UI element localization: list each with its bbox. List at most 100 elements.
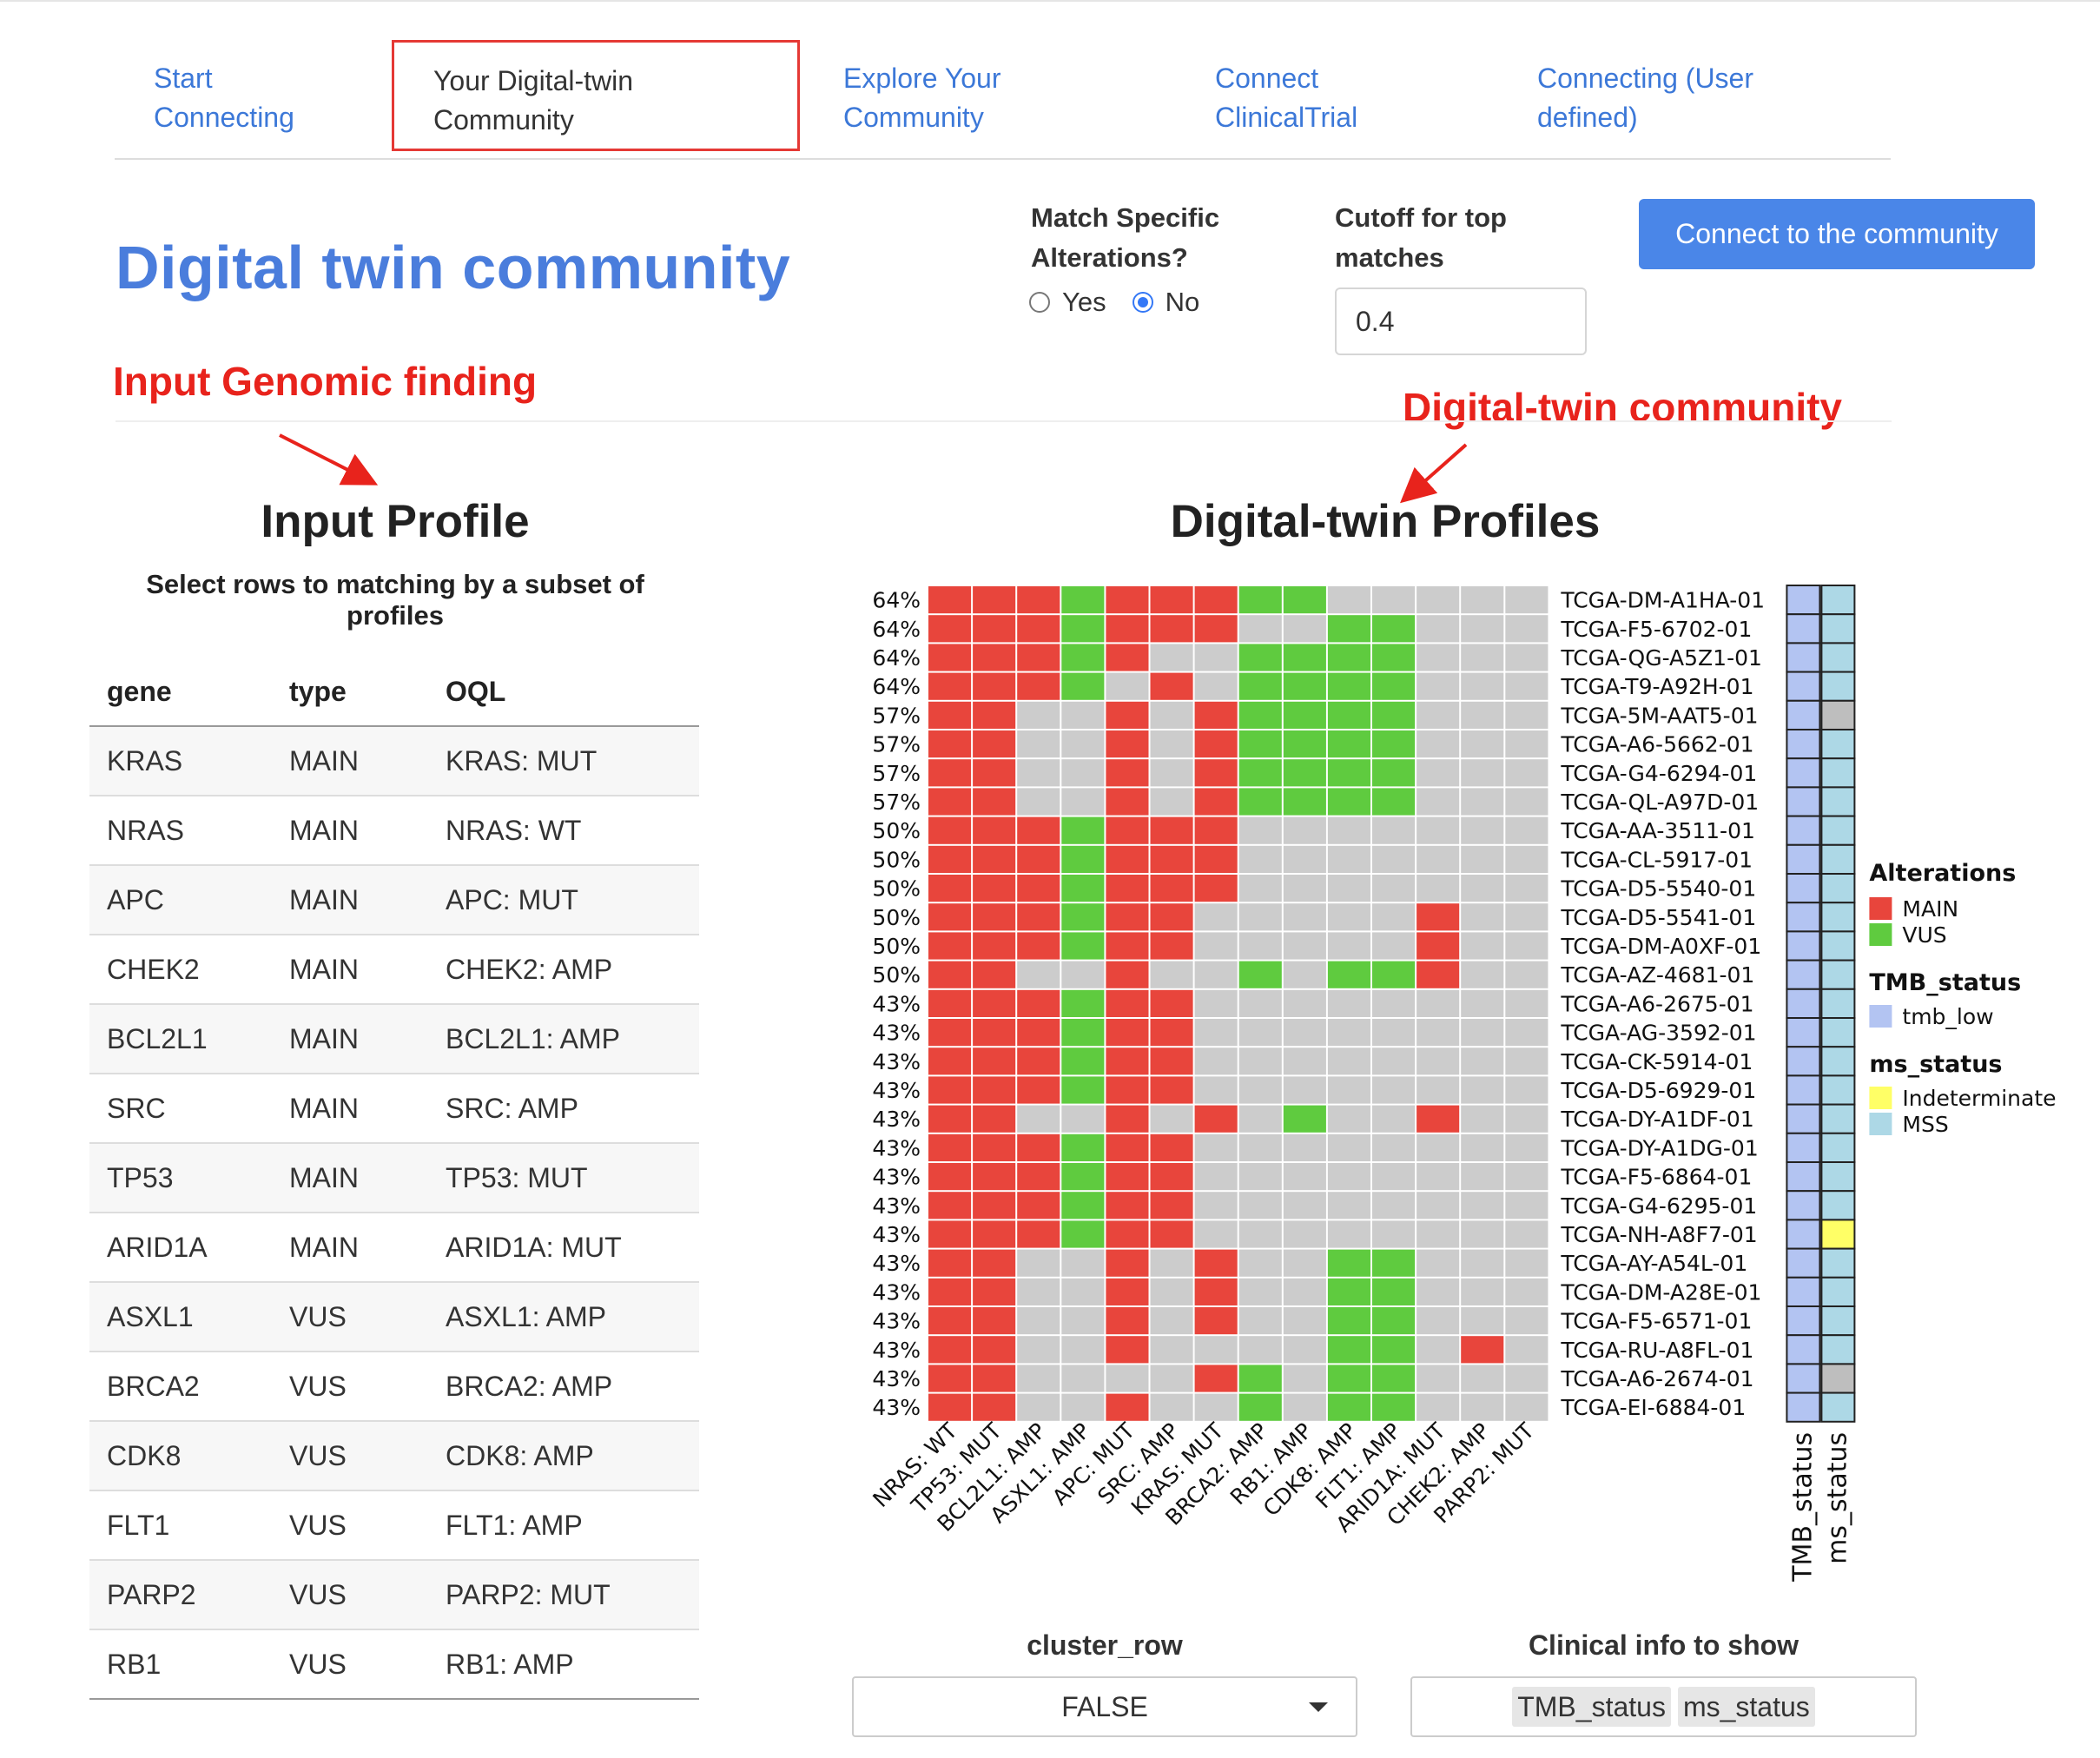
cutoff-input[interactable]: 0.4	[1335, 287, 1587, 355]
heatmap-cell	[1061, 1307, 1105, 1335]
table-row[interactable]: SRC MAIN SRC: AMP	[89, 1074, 699, 1144]
heatmap-cell	[1194, 1076, 1238, 1104]
heatmap-cell	[1417, 1336, 1460, 1364]
heatmap-cell	[1461, 816, 1504, 844]
heatmap-cell	[1283, 644, 1326, 671]
table-row[interactable]: ARID1A MAIN ARID1A: MUT	[89, 1213, 699, 1283]
heatmap-cell	[1327, 1192, 1370, 1219]
heatmap-cell	[1283, 845, 1326, 873]
heatmap-cell	[1505, 672, 1549, 700]
sample-id-label: TCGA-5M-AAT5-01	[1560, 703, 1758, 728]
table-row[interactable]: BRCA2 VUS BRCA2: AMP	[89, 1352, 699, 1422]
heatmap-cell	[973, 1220, 1016, 1248]
heatmap-cell	[1061, 788, 1105, 816]
cell-gene: BRCA2	[89, 1352, 272, 1422]
heatmap-cell	[1106, 1307, 1149, 1335]
tab-connecting-user-defined[interactable]: Connecting (User defined)	[1498, 40, 1793, 155]
tmb-status-cell	[1786, 699, 1821, 731]
chip-tmb-status[interactable]: TMB_status	[1512, 1687, 1671, 1727]
heatmap-cell	[928, 759, 972, 787]
chip-ms-status[interactable]: ms_status	[1677, 1687, 1815, 1727]
match-percent-label: 43%	[872, 1078, 921, 1103]
heatmap-cell	[1061, 875, 1105, 902]
heatmap-cell	[1283, 932, 1326, 960]
ms-status-cell	[1820, 1074, 1856, 1106]
heatmap-cell	[1238, 1133, 1282, 1161]
ms-status-cell	[1820, 988, 1856, 1019]
heatmap-cell	[1106, 701, 1149, 729]
legend-main-label: MAIN	[1902, 896, 1958, 922]
heatmap-cell	[1461, 672, 1504, 700]
table-row[interactable]: KRAS MAIN KRAS: MUT	[89, 726, 699, 796]
table-row[interactable]: RB1 VUS RB1: AMP	[89, 1629, 699, 1700]
table-row[interactable]: ASXL1 VUS ASXL1: AMP	[89, 1282, 699, 1352]
heatmap-cell	[973, 875, 1016, 902]
table-row[interactable]: NRAS MAIN NRAS: WT	[89, 796, 699, 866]
clinical-info-select[interactable]: TMB_status ms_status	[1410, 1676, 1917, 1737]
heatmap-cell	[1461, 1365, 1504, 1392]
heatmap-cell	[1238, 1105, 1282, 1133]
sample-id-label: TCGA-D5-5540-01	[1560, 876, 1756, 902]
tab-start-connecting[interactable]: Start Connecting	[115, 40, 333, 155]
heatmap-cell	[1461, 1048, 1504, 1075]
table-row[interactable]: PARP2 VUS PARP2: MUT	[89, 1560, 699, 1630]
radio-no-circle[interactable]	[1132, 292, 1153, 313]
tmb-status-cell	[1786, 959, 1821, 990]
tab-label-line1: Connect	[1215, 63, 1319, 94]
heatmap-cell	[1283, 875, 1326, 902]
cell-gene: BCL2L1	[89, 1004, 272, 1074]
heatmap-cell	[973, 1048, 1016, 1075]
input-profile-title: Input Profile	[261, 496, 530, 547]
heatmap-cell	[928, 1307, 972, 1335]
cluster-row-value: FALSE	[1061, 1691, 1148, 1722]
cluster-row-select[interactable]: FALSE	[852, 1676, 1357, 1737]
heatmap-cell	[1150, 1163, 1193, 1191]
cutoff-label: Cutoff for top matches	[1335, 198, 1507, 278]
table-row[interactable]: CHEK2 MAIN CHEK2: AMP	[89, 935, 699, 1005]
heatmap-cell	[1327, 961, 1370, 988]
heatmap-cell	[1150, 788, 1193, 816]
heatmap-cell	[1194, 1048, 1238, 1075]
heatmap-cell	[1461, 1278, 1504, 1305]
radio-no[interactable]: No	[1132, 287, 1199, 318]
tmb-status-cell	[1786, 1334, 1821, 1365]
heatmap-cell	[1505, 644, 1549, 671]
radio-yes[interactable]: Yes	[1029, 287, 1106, 318]
tab-digital-twin-community[interactable]: Your Digital-twin Community	[392, 40, 800, 151]
heatmap-cell	[1061, 759, 1105, 787]
heatmap-cell	[1372, 672, 1416, 700]
heatmap-cell	[1238, 788, 1282, 816]
ms-status-cell	[1820, 1132, 1856, 1163]
table-row[interactable]: FLT1 VUS FLT1: AMP	[89, 1490, 699, 1561]
sample-id-label: TCGA-DM-A1HA-01	[1560, 588, 1765, 613]
table-row[interactable]: TP53 MAIN TP53: MUT	[89, 1143, 699, 1213]
ms-status-cell	[1820, 873, 1856, 904]
connect-community-button[interactable]: Connect to the community	[1639, 199, 2035, 269]
table-row[interactable]: BCL2L1 MAIN BCL2L1: AMP	[89, 1004, 699, 1074]
heatmap-cell	[973, 903, 1016, 931]
heatmap-cell	[1150, 1278, 1193, 1305]
table-row[interactable]: APC MAIN APC: MUT	[89, 865, 699, 935]
tab-explore-community[interactable]: Explore Your Community	[804, 40, 1040, 155]
heatmap-cell	[1372, 1220, 1416, 1248]
tab-connect-clinicaltrial[interactable]: Connect ClinicalTrial	[1176, 40, 1397, 155]
heatmap-cell	[1327, 1393, 1370, 1421]
radio-yes-circle[interactable]	[1029, 292, 1050, 313]
heatmap-cell	[1017, 759, 1060, 787]
heatmap-cell	[1327, 615, 1370, 643]
heatmap-cell	[1061, 1336, 1105, 1364]
heatmap-cell	[1150, 701, 1193, 729]
match-label-line2: Alterations?	[1031, 242, 1188, 273]
heatmap-cell	[1461, 701, 1504, 729]
heatmap-cell	[1327, 672, 1370, 700]
heatmap-cell	[1238, 932, 1282, 960]
heatmap-cell	[1417, 672, 1460, 700]
match-percent-label: 64%	[872, 645, 921, 671]
table-row[interactable]: CDK8 VUS CDK8: AMP	[89, 1421, 699, 1491]
heatmap-cell	[1238, 961, 1282, 988]
heatmap-cell	[1017, 989, 1060, 1017]
cell-type: MAIN	[272, 1213, 428, 1283]
tmb-status-cell	[1786, 1363, 1821, 1394]
heatmap-cell	[1194, 1307, 1238, 1335]
heatmap-cell	[1238, 903, 1282, 931]
